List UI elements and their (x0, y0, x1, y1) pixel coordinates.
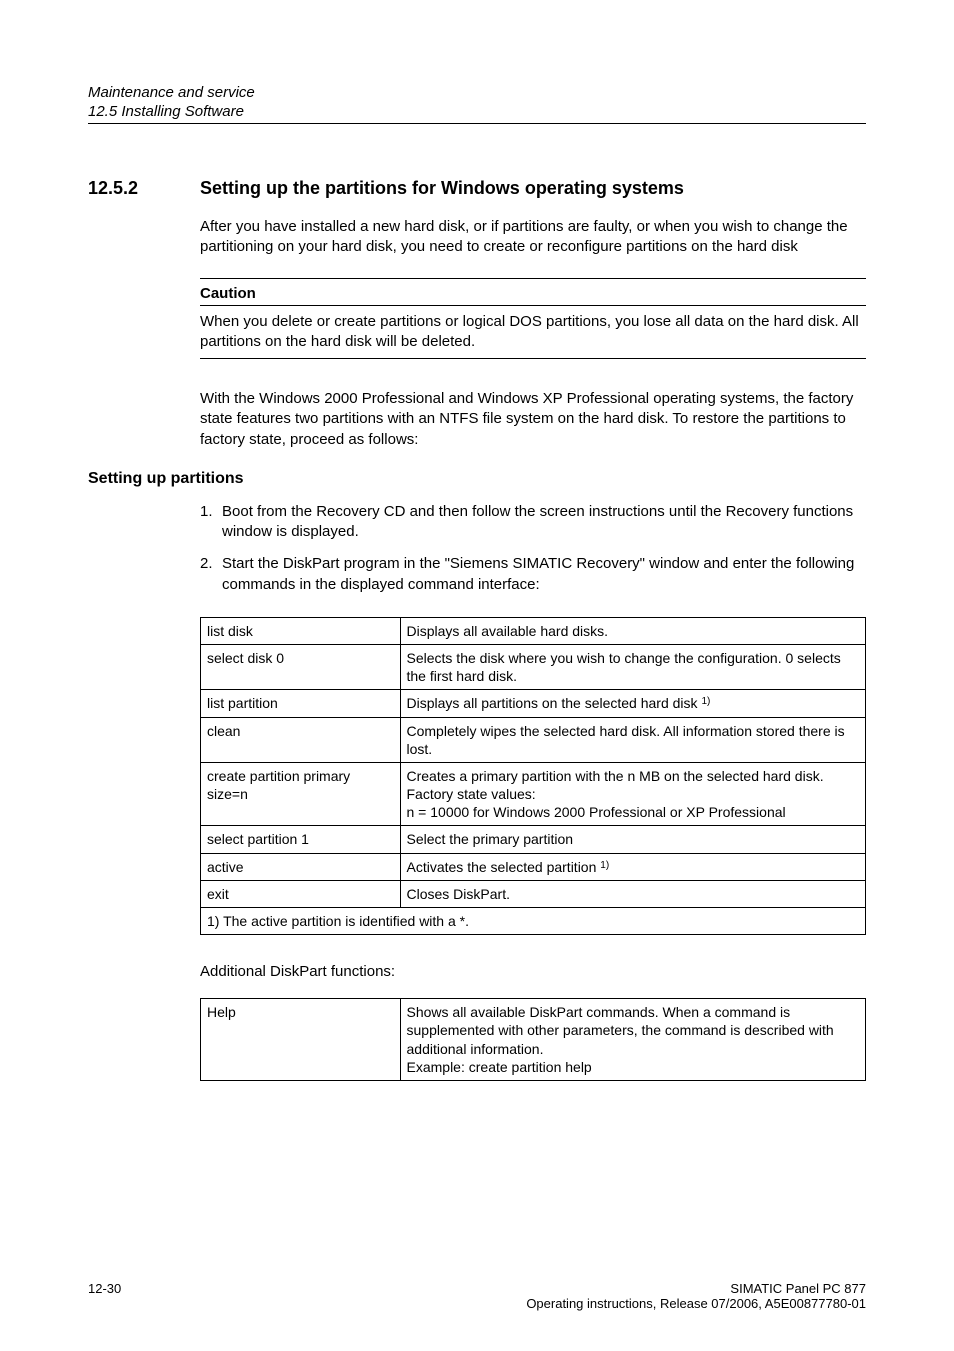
table-cell-cmd: list disk (201, 617, 401, 644)
footer-right: SIMATIC Panel PC 877 Operating instructi… (526, 1281, 866, 1311)
table-row: select disk 0 Selects the disk where you… (201, 644, 866, 689)
table-row: clean Completely wipes the selected hard… (201, 717, 866, 762)
table-cell-desc: Closes DiskPart. (400, 880, 866, 907)
footer-doc-info: Operating instructions, Release 07/2006,… (526, 1296, 866, 1311)
caution-block: Caution When you delete or create partit… (200, 278, 866, 360)
table-footnote: 1) The active partition is identified wi… (201, 908, 866, 935)
footer-product: SIMATIC Panel PC 877 (526, 1281, 866, 1296)
list-number: 1. (200, 502, 222, 543)
table-row: list partition Displays all partitions o… (201, 690, 866, 717)
table-cell-desc: Selects the disk where you wish to chang… (400, 644, 866, 689)
table-cell-cmd: list partition (201, 690, 401, 717)
superscript-note: 1) (701, 696, 710, 707)
table-cell-cmd: Help (201, 999, 401, 1081)
desc-text: Displays all partitions on the selected … (407, 695, 702, 711)
table-cell-cmd: active (201, 853, 401, 880)
table-cell-desc: Shows all available DiskPart commands. W… (400, 999, 866, 1081)
caution-title: Caution (200, 285, 866, 306)
section-heading: 12.5.2 Setting up the partitions for Win… (88, 178, 866, 199)
header-chapter: Maintenance and service (88, 84, 866, 101)
table-cell-cmd: select partition 1 (201, 826, 401, 853)
table-row: Help Shows all available DiskPart comman… (201, 999, 866, 1081)
section-number: 12.5.2 (88, 178, 200, 199)
intro-paragraph: After you have installed a new hard disk… (200, 217, 866, 258)
table2-caption: Additional DiskPart functions: (200, 963, 866, 980)
table-cell-cmd: create partition primary size=n (201, 762, 401, 826)
footer-page-number: 12-30 (88, 1281, 121, 1311)
table-cell-cmd: exit (201, 880, 401, 907)
table-row: exit Closes DiskPart. (201, 880, 866, 907)
table-row: active Activates the selected partition … (201, 853, 866, 880)
list-item: 1. Boot from the Recovery CD and then fo… (200, 502, 866, 543)
list-text: Start the DiskPart program in the "Sieme… (222, 554, 866, 595)
list-number: 2. (200, 554, 222, 595)
table-cell-cmd: clean (201, 717, 401, 762)
table-cell-cmd: select disk 0 (201, 644, 401, 689)
table1-wrap: list disk Displays all available hard di… (200, 617, 866, 935)
table-cell-desc: Creates a primary partition with the n M… (400, 762, 866, 826)
section-title: Setting up the partitions for Windows op… (200, 178, 866, 199)
superscript-note: 1) (600, 860, 609, 871)
list-item: 2. Start the DiskPart program in the "Si… (200, 554, 866, 595)
list-text: Boot from the Recovery CD and then follo… (222, 502, 866, 543)
table2-wrap: Help Shows all available DiskPart comman… (200, 998, 866, 1081)
table-cell-desc: Displays all partitions on the selected … (400, 690, 866, 717)
table-row: select partition 1 Select the primary pa… (201, 826, 866, 853)
table-cell-desc: Select the primary partition (400, 826, 866, 853)
caution-text: When you delete or create partitions or … (200, 312, 866, 353)
diskpart-help-table: Help Shows all available DiskPart comman… (200, 998, 866, 1081)
desc-text: Activates the selected partition (407, 859, 601, 875)
page-footer: 12-30 SIMATIC Panel PC 877 Operating ins… (88, 1281, 866, 1311)
diskpart-commands-table: list disk Displays all available hard di… (200, 617, 866, 935)
numbered-list: 1. Boot from the Recovery CD and then fo… (200, 502, 866, 595)
table-cell-desc: Activates the selected partition 1) (400, 853, 866, 880)
table-cell-desc: Displays all available hard disks. (400, 617, 866, 644)
table-row-footnote: 1) The active partition is identified wi… (201, 908, 866, 935)
post-caution-paragraph: With the Windows 2000 Professional and W… (200, 389, 866, 450)
header-section-path: 12.5 Installing Software (88, 103, 866, 124)
table-row: list disk Displays all available hard di… (201, 617, 866, 644)
page-container: Maintenance and service 12.5 Installing … (0, 0, 954, 1351)
table-cell-desc: Completely wipes the selected hard disk.… (400, 717, 866, 762)
subheading-setting-up: Setting up partitions (88, 470, 866, 488)
table-row: create partition primary size=n Creates … (201, 762, 866, 826)
